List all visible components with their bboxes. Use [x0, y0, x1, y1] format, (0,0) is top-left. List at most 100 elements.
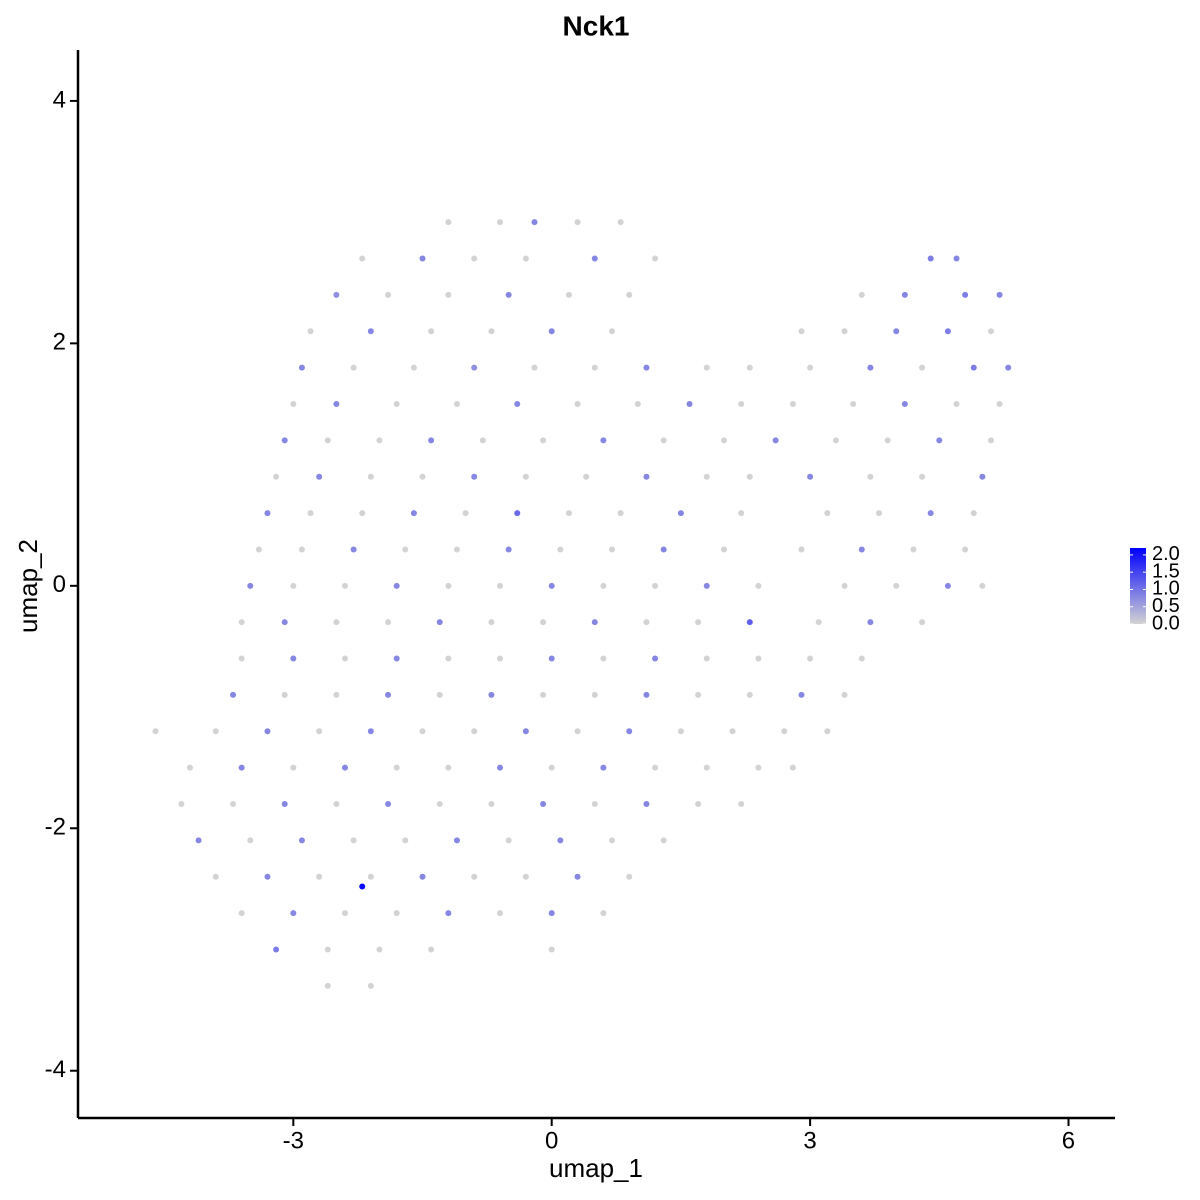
cell-point: [436, 619, 443, 626]
cell-point: [453, 546, 460, 553]
cell-point: [901, 400, 908, 407]
cell-point: [617, 510, 624, 517]
legend-label: 1.5: [1152, 560, 1180, 582]
legend-label: 2.0: [1152, 543, 1180, 565]
cell-point: [919, 364, 926, 371]
cell-point: [798, 691, 805, 698]
cell-point: [445, 582, 452, 589]
cell-point: [609, 546, 616, 553]
cell-point: [936, 437, 943, 444]
cell-point: [316, 728, 323, 735]
cell-point: [557, 837, 564, 844]
cell-point: [996, 291, 1003, 298]
cell-point: [428, 328, 435, 335]
cell-point: [695, 691, 702, 698]
cell-point: [979, 582, 986, 589]
cell-point: [643, 619, 650, 626]
cell-point: [703, 582, 710, 589]
cell-point: [617, 219, 624, 226]
y-tick-label: -2: [45, 814, 66, 841]
cell-point: [626, 728, 633, 735]
cell-point: [290, 910, 297, 917]
cell-point: [324, 982, 331, 989]
cell-point: [445, 655, 452, 662]
cell-point: [910, 546, 917, 553]
cell-point: [333, 691, 340, 698]
cell-point: [359, 510, 366, 517]
cell-point: [264, 510, 271, 517]
cell-point: [677, 728, 684, 735]
cell-point: [471, 364, 478, 371]
cell-point: [609, 328, 616, 335]
cell-point: [677, 510, 684, 517]
cell-point: [876, 510, 883, 517]
cell-point: [600, 655, 607, 662]
legend-label: 1.0: [1152, 578, 1180, 600]
cell-point: [497, 219, 504, 226]
cell-point: [927, 255, 934, 262]
cell-point: [230, 691, 237, 698]
cell-point: [281, 437, 288, 444]
cell-point: [428, 946, 435, 953]
cell-point: [772, 437, 779, 444]
cell-point: [497, 910, 504, 917]
cell-point: [247, 582, 254, 589]
cell-point: [919, 473, 926, 480]
cell-point: [212, 873, 219, 880]
cell-point: [471, 873, 478, 880]
x-tick-label: 3: [803, 1127, 816, 1154]
cell-point: [729, 728, 736, 735]
cell-point: [841, 582, 848, 589]
cell-point: [402, 837, 409, 844]
cell-point: [626, 873, 633, 880]
cell-point: [471, 473, 478, 480]
y-tick-label: 2: [53, 329, 66, 356]
cell-point: [238, 619, 245, 626]
cell-point: [746, 473, 753, 480]
cell-point: [488, 691, 495, 698]
cell-point: [436, 691, 443, 698]
cell-point: [798, 546, 805, 553]
cell-point: [660, 837, 667, 844]
cell-point: [600, 910, 607, 917]
cell-point: [824, 728, 831, 735]
cell-point: [746, 691, 753, 698]
cell-point: [264, 728, 271, 735]
cell-point: [230, 801, 237, 808]
cell-point: [574, 219, 581, 226]
cell-point: [540, 619, 547, 626]
legend-label: 0.5: [1152, 595, 1180, 617]
cell-point: [393, 400, 400, 407]
cell-point: [962, 291, 969, 298]
cell-point: [367, 728, 374, 735]
cell-point: [703, 473, 710, 480]
cell-point: [342, 910, 349, 917]
cell-point: [419, 255, 426, 262]
cell-point: [290, 655, 297, 662]
cell-point: [832, 437, 839, 444]
chart-title: Nck1: [563, 10, 630, 41]
cell-point: [643, 364, 650, 371]
cell-point: [298, 364, 305, 371]
cell-point: [643, 473, 650, 480]
cell-point: [953, 255, 960, 262]
cell-point: [548, 328, 555, 335]
cell-point: [238, 764, 245, 771]
cell-point: [591, 801, 598, 808]
cell-point: [445, 764, 452, 771]
cell-point: [264, 873, 271, 880]
cell-point: [445, 219, 452, 226]
cell-point: [212, 728, 219, 735]
cell-point: [436, 801, 443, 808]
cell-point: [703, 364, 710, 371]
x-tick-label: -3: [283, 1127, 304, 1154]
cell-point: [600, 764, 607, 771]
cell-point: [591, 255, 598, 262]
cell-point: [522, 728, 529, 735]
y-tick-label: 4: [53, 86, 66, 113]
cell-point: [652, 582, 659, 589]
cell-point: [445, 291, 452, 298]
cell-point: [858, 655, 865, 662]
cell-point: [970, 364, 977, 371]
color-bar: [1130, 548, 1146, 624]
